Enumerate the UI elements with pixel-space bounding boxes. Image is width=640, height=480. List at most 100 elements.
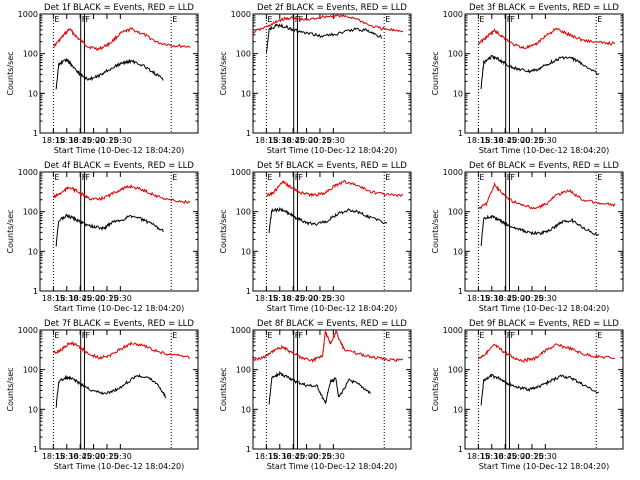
plot-frame	[464, 13, 624, 134]
y-tick-label: 100	[23, 366, 38, 375]
plot-frame	[464, 329, 624, 450]
x-axis-label: Start Time (10-Dec-12 18:04:20)	[54, 304, 185, 313]
x-tick-label: 20:15	[95, 452, 118, 461]
x-tick-label: 18:15	[255, 294, 278, 303]
marker-label: F	[510, 173, 515, 182]
y-axis-label: Counts/sec	[6, 367, 15, 411]
x-tick-label: 18:45	[282, 136, 305, 145]
events-series-line	[480, 214, 600, 246]
y-tick-label: 1000	[443, 168, 463, 177]
panel-title: Det 9f BLACK = Events, RED = LLD	[469, 319, 619, 329]
panel-title: Det 3f BLACK = Events, RED = LLD	[469, 3, 619, 13]
y-axis-label: Counts/sec	[219, 367, 228, 411]
y-tick-label: 1	[246, 129, 251, 138]
lld-series-line	[53, 27, 191, 51]
y-tick-label: 100	[236, 208, 251, 217]
x-axis-label: Start Time (10-Dec-12 18:04:20)	[267, 146, 398, 155]
panel-det-5: Det 5f BLACK = Events, RED = LLD 1 10 100 10…	[219, 161, 412, 313]
plot-frame	[252, 171, 412, 292]
x-tick-label: 18:30	[268, 452, 291, 461]
x-tick-label: 18:30	[480, 294, 503, 303]
marker-label: F	[82, 331, 87, 340]
y-axis-label: Counts/sec	[6, 209, 15, 253]
panel-det-2: Det 2f BLACK = Events, RED = LLD 1 10 100 10…	[219, 3, 412, 155]
panel-det-7: Det 7f BLACK = Events, RED = LLD 1 10 100 10…	[6, 319, 199, 471]
y-tick-label: 10	[241, 247, 251, 256]
marker-label: E	[385, 15, 390, 24]
x-tick-label: 20:00	[295, 294, 318, 303]
y-tick-label: 10	[241, 405, 251, 414]
lld-series-line	[477, 343, 616, 364]
y-axis-label: Counts/sec	[6, 51, 15, 95]
marker-label: F	[298, 331, 303, 340]
panel-title: Det 5f BLACK = Events, RED = LLD	[257, 161, 407, 171]
x-tick-label: 18:45	[494, 136, 517, 145]
lld-series-line	[265, 180, 404, 198]
y-tick-label: 100	[23, 208, 38, 217]
y-axis-label: Counts/sec	[431, 367, 440, 411]
y-tick-label: 10	[453, 247, 463, 256]
x-tick-label: 18:15	[42, 294, 65, 303]
panel-title: Det 6f BLACK = Events, RED = LLD	[469, 161, 619, 171]
marker-label: E	[267, 173, 272, 182]
x-tick-label: 20:15	[95, 294, 118, 303]
marker-label: E	[385, 173, 390, 182]
marker-label: F	[85, 331, 90, 340]
events-series-line	[268, 370, 371, 405]
y-tick-label: 1000	[443, 326, 463, 335]
lld-series-line	[477, 181, 616, 210]
y-tick-label: 1000	[18, 326, 38, 335]
x-tick-label: 20:00	[507, 452, 530, 461]
x-tick-label: 18:15	[467, 136, 490, 145]
y-tick-label: 10	[453, 405, 463, 414]
events-series-line	[265, 23, 382, 53]
y-tick-label: 100	[448, 50, 463, 59]
marker-label: F	[82, 15, 87, 24]
events-series-line	[480, 54, 600, 90]
panel-det-8: Det 8f BLACK = Events, RED = LLD 1 10 100 10…	[219, 319, 412, 471]
events-series-line	[55, 373, 167, 408]
x-tick-label: 18:15	[467, 294, 490, 303]
y-tick-label: 1	[458, 129, 463, 138]
y-tick-label: 1000	[18, 10, 38, 19]
x-axis-label: Start Time (10-Dec-12 18:04:20)	[479, 146, 610, 155]
y-tick-label: 1	[246, 445, 251, 454]
x-tick-label: 18:30	[55, 136, 78, 145]
x-tick-label: 20:15	[308, 294, 331, 303]
lld-series-line	[252, 14, 404, 34]
plot-frame	[39, 13, 199, 134]
marker-label: E	[597, 331, 602, 340]
x-axis-label: Start Time (10-Dec-12 18:04:20)	[267, 462, 398, 471]
x-tick-label: 18:15	[467, 452, 490, 461]
x-tick-label: 18:15	[42, 136, 65, 145]
marker-label: E	[172, 173, 177, 182]
x-tick-label: 18:30	[268, 136, 291, 145]
marker-label: E	[267, 331, 272, 340]
x-tick-label: 20:00	[507, 136, 530, 145]
y-tick-label: 10	[28, 247, 38, 256]
x-tick-label: 18:45	[282, 452, 305, 461]
x-tick-label: 18:15	[255, 452, 278, 461]
y-tick-label: 1000	[231, 10, 251, 19]
y-tick-label: 10	[453, 89, 463, 98]
x-tick-label: 18:15	[255, 136, 278, 145]
x-axis-label: Start Time (10-Dec-12 18:04:20)	[267, 304, 398, 313]
x-tick-label: 20:00	[295, 452, 318, 461]
x-tick-label: 20:15	[308, 136, 331, 145]
y-tick-label: 100	[236, 366, 251, 375]
x-tick-label: 20:00	[82, 136, 105, 145]
panel-det-9: Det 9f BLACK = Events, RED = LLD 1 10 100 10…	[431, 319, 624, 471]
y-tick-label: 1	[33, 445, 38, 454]
plot-frame	[252, 329, 412, 450]
x-tick-label: 18:30	[55, 452, 78, 461]
marker-label: F	[507, 15, 512, 24]
x-tick-label: 20:15	[520, 294, 543, 303]
marker-label: F	[82, 173, 87, 182]
y-tick-label: 1000	[18, 168, 38, 177]
x-tick-label: 20:30	[534, 452, 557, 461]
x-tick-label: 18:45	[282, 294, 305, 303]
y-tick-label: 1000	[443, 10, 463, 19]
y-tick-label: 100	[448, 366, 463, 375]
y-tick-label: 1000	[231, 168, 251, 177]
